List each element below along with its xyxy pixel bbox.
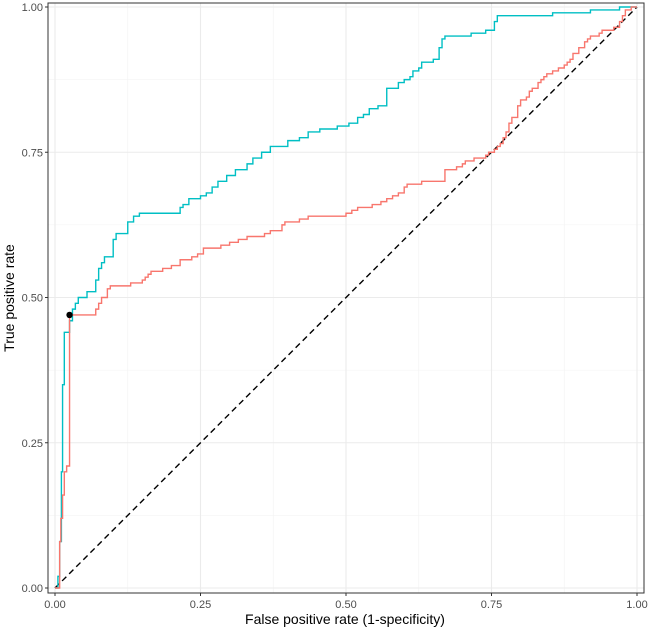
y-tick-label: 0.25 xyxy=(22,438,43,450)
optimal-threshold-point xyxy=(66,311,73,319)
roc-curves xyxy=(55,6,637,589)
y-tick-label: 0.50 xyxy=(22,293,43,305)
x-tick-label: 0.00 xyxy=(44,599,65,611)
red-curve-line xyxy=(55,6,637,589)
x-axis-ticks: 0.00 0.25 0.50 0.75 1.00 xyxy=(44,593,648,611)
y-tick-label: 0.75 xyxy=(22,147,43,159)
y-axis-ticks: 0.00 0.25 0.50 0.75 1.00 xyxy=(22,2,48,595)
x-tick-label: 0.25 xyxy=(190,599,211,611)
x-tick-label: 0.75 xyxy=(481,599,502,611)
x-tick-label: 0.50 xyxy=(335,599,356,611)
reference-diagonal xyxy=(54,6,638,589)
reference-line xyxy=(54,6,638,589)
x-tick-label: 1.00 xyxy=(626,599,647,611)
x-axis-title: False positive rate (1-specificity) xyxy=(245,611,445,627)
y-tick-label: 0.00 xyxy=(22,583,43,595)
y-tick-label: 1.00 xyxy=(22,2,43,14)
highlight-layer xyxy=(66,311,73,319)
cyan-curve-line xyxy=(55,6,637,589)
y-axis-title: True positive rate xyxy=(1,244,17,352)
